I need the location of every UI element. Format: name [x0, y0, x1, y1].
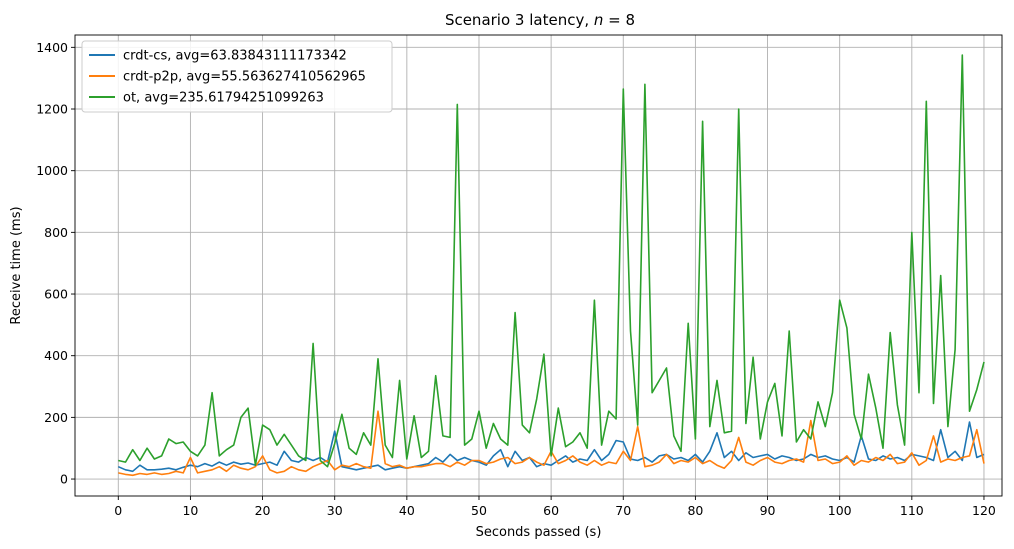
- x-tick-label: 0: [114, 503, 122, 518]
- x-tick-label: 50: [471, 503, 487, 518]
- chart-title-italic: n: [594, 11, 604, 29]
- y-tick-label: 400: [44, 348, 68, 363]
- y-tick-label: 1200: [36, 102, 68, 117]
- x-tick-label: 120: [972, 503, 996, 518]
- plot-area-frame: [74, 34, 1003, 497]
- legend-entry: crdt-p2p, avg=55.563627410562965: [123, 70, 366, 85]
- series-line-0: [117, 421, 985, 473]
- y-tick-label: 800: [44, 225, 68, 240]
- x-tick-label: 100: [828, 503, 852, 518]
- grid-lines: [75, 35, 1002, 496]
- x-tick-label: 30: [327, 503, 343, 518]
- x-tick-label: 70: [615, 503, 631, 518]
- x-tick-label: 110: [900, 503, 924, 518]
- legend-entry: crdt-cs, avg=63.83843111173342: [123, 49, 347, 64]
- y-tick-label: 200: [44, 410, 68, 425]
- x-tick-label: 10: [182, 503, 198, 518]
- chart-title-suffix: = 8: [603, 11, 635, 29]
- series-line-2: [118, 54, 985, 468]
- chart-title-prefix: Scenario 3 latency,: [445, 11, 594, 29]
- y-tick-label: 0: [60, 472, 68, 487]
- legend: crdt-cs, avg=63.83843111173342 crdt-p2p, …: [81, 40, 393, 113]
- x-tick-label: 60: [543, 503, 559, 518]
- x-tick-label: 20: [255, 503, 271, 518]
- axis-ticks: 0 10 20 30 40 50 60 70 80 90 100 110 120020040060080…: [36, 40, 996, 518]
- x-tick-label: 90: [760, 503, 776, 518]
- y-tick-label: 1000: [36, 163, 68, 178]
- legend-box: [81, 40, 393, 113]
- x-tick-label: 80: [687, 503, 703, 518]
- x-tick-label: 40: [399, 503, 415, 518]
- series-lines: [117, 54, 985, 477]
- y-tick-label: 1400: [36, 40, 68, 55]
- x-axis-label: Seconds passed (s): [476, 525, 602, 540]
- y-tick-label: 600: [44, 287, 68, 302]
- legend-entry: ot, avg=235.61794251099263: [123, 91, 324, 106]
- y-axis-label: Receive time (ms): [9, 206, 24, 324]
- chart-title: Scenario 3 latency, n = 8: [445, 11, 635, 29]
